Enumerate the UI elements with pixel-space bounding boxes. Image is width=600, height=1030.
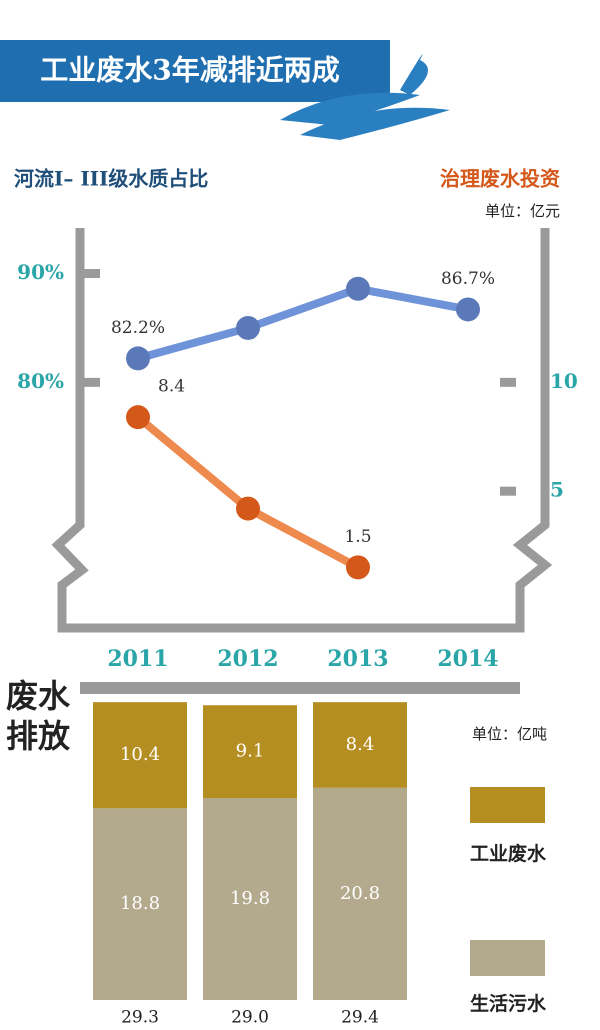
point [456, 297, 480, 322]
y2-axis-label: 治理废水投资 [440, 167, 560, 191]
point [346, 555, 370, 580]
segment-label: 8.4 [346, 734, 375, 755]
y2-tick-label: 10 [550, 369, 578, 393]
total-label: 29.0 [231, 1008, 269, 1028]
y2-unit: 单位：亿元 [485, 202, 560, 220]
y-axis-label: 河流I– III级水质占比 [14, 167, 208, 191]
value-label: 8.4 [158, 377, 185, 397]
legend-swatch [470, 940, 545, 976]
y-tick-label: 90% [17, 260, 64, 284]
bar-unit: 单位：亿吨 [472, 725, 547, 743]
bar-title: 废水排放 [6, 677, 71, 755]
point [236, 496, 260, 521]
total-label: 29.4 [341, 1008, 379, 1028]
point [126, 346, 150, 371]
x-tick-label: 2014 [437, 646, 498, 672]
segment-label: 20.8 [340, 883, 380, 904]
series-line [136, 284, 469, 363]
segment-label: 10.4 [120, 744, 160, 765]
point [126, 405, 150, 430]
legend-label: 生活污水 [470, 992, 547, 1015]
page-title: 工业废水3年减排近两成 [40, 54, 339, 87]
segment-label: 18.8 [120, 893, 160, 914]
axis-frame [51, 228, 553, 633]
bar-segment [203, 798, 297, 1000]
total-label: 29.3 [121, 1008, 159, 1028]
point [236, 315, 260, 340]
value-label: 1.5 [344, 527, 371, 547]
value-label: 86.7% [441, 269, 495, 289]
bar-segment [313, 787, 407, 1000]
segment-label: 9.1 [236, 741, 265, 762]
x-tick-label: 2011 [107, 646, 168, 672]
bar-segment [93, 702, 187, 809]
title-banner [0, 40, 390, 102]
bar-segment [93, 808, 187, 1000]
value-label: 82.2% [111, 318, 165, 338]
bar-segment [313, 702, 407, 788]
segment-label: 19.8 [230, 888, 270, 909]
x-tick-label: 2012 [217, 646, 278, 672]
x-tick-label: 2013 [327, 646, 388, 672]
legend-swatch [470, 787, 545, 823]
series-line [135, 414, 360, 571]
bar-segment [203, 705, 297, 799]
legend-label: 工业废水 [470, 842, 547, 865]
y2-tick-label: 5 [550, 478, 564, 502]
point [346, 276, 370, 301]
wave-decoration [280, 54, 450, 140]
y-tick-label: 80% [17, 369, 64, 393]
